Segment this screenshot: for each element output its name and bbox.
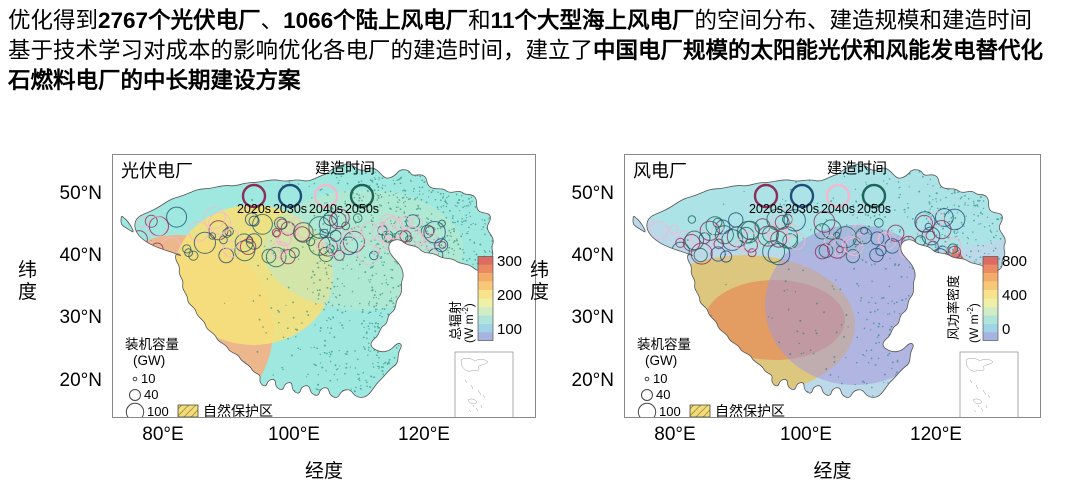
svg-text:2040s: 2040s (821, 202, 855, 216)
svg-text:自然保护区: 自然保护区 (203, 403, 273, 418)
svg-text:2020s: 2020s (237, 202, 271, 216)
svg-text:2050s: 2050s (345, 202, 379, 216)
svg-text:风电厂: 风电厂 (633, 161, 687, 181)
svg-text:100: 100 (147, 404, 169, 418)
svg-text:100: 100 (659, 404, 681, 418)
svg-text:0: 0 (1002, 321, 1010, 338)
svg-text:2020s: 2020s (749, 202, 783, 216)
svg-text:自然保护区: 自然保护区 (715, 403, 785, 418)
svg-text:装机容量: 装机容量 (637, 336, 691, 352)
svg-text:10: 10 (141, 371, 155, 386)
svg-text:2030s: 2030s (785, 202, 819, 216)
svg-text:2030s: 2030s (273, 202, 307, 216)
svg-text:300: 300 (497, 253, 522, 270)
svg-text:光伏电厂: 光伏电厂 (121, 161, 193, 181)
svg-text:2050s: 2050s (857, 202, 891, 216)
svg-text:100: 100 (497, 321, 522, 338)
svg-text:2040s: 2040s (309, 202, 343, 216)
svg-text:40: 40 (656, 387, 670, 402)
svg-text:装机容量: 装机容量 (125, 336, 179, 352)
svg-text:建造时间: 建造时间 (827, 160, 887, 177)
svg-text:800: 800 (1002, 253, 1027, 270)
svg-text:40: 40 (144, 387, 158, 402)
svg-text:400: 400 (1002, 287, 1027, 304)
svg-text:10: 10 (653, 371, 667, 386)
svg-text:建造时间: 建造时间 (315, 160, 375, 177)
svg-text:(GW): (GW) (133, 353, 165, 368)
svg-text:200: 200 (497, 287, 522, 304)
svg-text:(GW): (GW) (645, 353, 677, 368)
